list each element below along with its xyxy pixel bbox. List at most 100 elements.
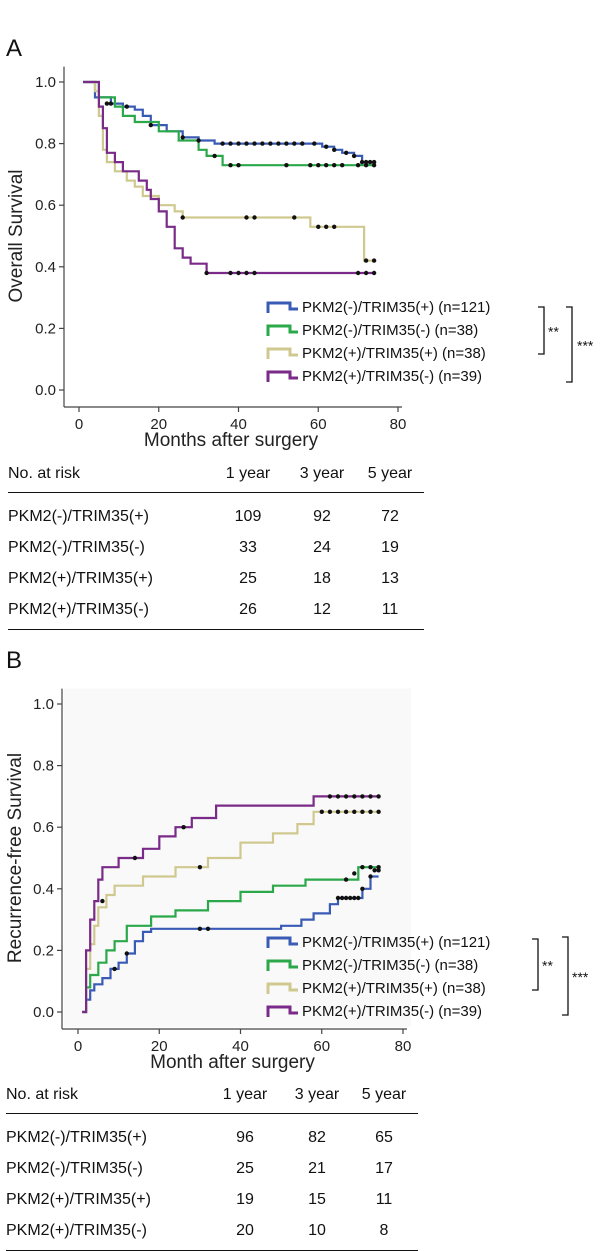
- survival-curve-0: [83, 80, 375, 164]
- censor-mark: [363, 258, 369, 263]
- legend-swatch-1: [266, 324, 298, 336]
- risk-group-label: PKM2(+)/TRIM35(-): [6, 1215, 206, 1251]
- survival-curve-0: [82, 875, 379, 1014]
- y-tick-label: 0.0: [35, 382, 56, 399]
- risk-table-a: No. at risk 1 year 3 year 5 year PKM2(-)…: [8, 456, 424, 630]
- risk-value: 21: [308, 1159, 326, 1177]
- legend-label: PKM2(+)/TRIM35(-) (n=39): [302, 1003, 482, 1020]
- censor-mark: [343, 809, 349, 814]
- risk-header-5y: 5 year: [356, 456, 424, 493]
- censor-mark: [335, 794, 341, 799]
- legend-label: PKM2(-)/TRIM35(+) (n=121): [302, 934, 490, 951]
- risk-group-label: PKM2(-)/TRIM35(-): [6, 1159, 143, 1177]
- censor-mark: [335, 895, 341, 901]
- censor-mark: [316, 224, 321, 229]
- censor-mark: [212, 153, 217, 159]
- survival-curve-1: [82, 866, 379, 1014]
- censor-mark: [284, 163, 289, 168]
- risk-value: 17: [375, 1159, 393, 1177]
- risk-value: 25: [236, 1159, 254, 1177]
- censor-mark: [376, 868, 381, 873]
- censor-mark: [352, 895, 357, 901]
- censor-mark: [104, 101, 110, 106]
- risk-value: 109: [234, 507, 262, 525]
- legend-swatch-2: [266, 347, 298, 359]
- risk-header-1y: 1 year: [208, 456, 288, 493]
- censor-mark: [372, 868, 377, 873]
- x-axis-label: Months after surgery: [144, 430, 319, 451]
- risk-value: 10: [284, 1215, 350, 1251]
- table-row: PKM2(+)/TRIM35(+) 25 18 13: [8, 563, 424, 594]
- y-tick-label: 0.4: [35, 259, 56, 276]
- censor-mark: [236, 163, 241, 168]
- censor-mark: [352, 871, 357, 876]
- censor-mark: [376, 865, 381, 870]
- legend-swatch-0: [266, 301, 298, 313]
- censor-mark: [205, 926, 211, 931]
- risk-group-label: PKM2(+)/TRIM35(-): [8, 594, 208, 630]
- censor-mark: [260, 141, 265, 146]
- censor-mark: [181, 825, 186, 830]
- legend-swatch-3: [266, 370, 298, 382]
- risk-group-label: PKM2(-)/TRIM35(+): [6, 1128, 147, 1146]
- y-tick-label: 0.8: [33, 758, 54, 775]
- table-row: PKM2(+)/TRIM35(-) 26 12 11: [8, 594, 424, 630]
- risk-header-5y: 5 year: [350, 1077, 418, 1114]
- y-axis-label: Overall Survival: [6, 169, 27, 302]
- censor-mark: [376, 794, 381, 799]
- censor-mark: [324, 224, 329, 229]
- censor-mark: [363, 163, 369, 168]
- significance-bracket: [538, 306, 545, 355]
- censor-mark: [196, 138, 201, 143]
- x-axis-label: Month after surgery: [150, 1052, 315, 1073]
- censor-mark: [284, 141, 289, 146]
- censor-mark: [324, 163, 329, 168]
- censor-mark: [355, 270, 361, 276]
- censor-mark: [343, 877, 349, 882]
- censor-mark: [352, 809, 357, 814]
- censor-mark: [124, 951, 129, 956]
- censor-mark: [355, 163, 361, 168]
- censor-mark: [332, 163, 337, 168]
- legend-label: PKM2(-)/TRIM35(-) (n=38): [302, 322, 478, 339]
- censor-mark: [335, 809, 341, 814]
- censor-mark: [332, 147, 337, 152]
- censor-mark: [327, 794, 333, 799]
- significance-bracket: [562, 936, 569, 1016]
- censor-mark: [244, 215, 249, 220]
- risk-value: 96: [236, 1128, 254, 1146]
- risk-header-1y: 1 year: [206, 1077, 284, 1114]
- risk-group-label: PKM2(-)/TRIM35(+): [8, 507, 149, 525]
- risk-header-3y: 3 year: [288, 456, 356, 493]
- risk-header-3y: 3 year: [284, 1077, 350, 1114]
- risk-value: 33: [239, 538, 257, 556]
- legend-label: PKM2(+)/TRIM35(-) (n=39): [302, 368, 482, 385]
- overall-survival-plot: 0.0 0.2 0.4 0.6 0.8 1.0 0 20 40 60 80 Months after …: [6, 66, 594, 451]
- y-tick-label: 0.2: [33, 942, 54, 959]
- censor-mark: [360, 865, 365, 870]
- x-tick-label: 40: [232, 1038, 249, 1055]
- censor-mark: [220, 141, 225, 146]
- censor-mark: [368, 794, 373, 799]
- censor-mark: [108, 101, 114, 106]
- censor-mark: [359, 159, 365, 165]
- censor-mark: [228, 141, 233, 146]
- censor-mark: [371, 270, 377, 276]
- significance-label: ***: [577, 338, 594, 354]
- x-tick-label: 20: [150, 416, 167, 433]
- legend-label: PKM2(-)/TRIM35(+) (n=121): [302, 299, 490, 316]
- censor-mark: [344, 150, 349, 155]
- censor-mark: [236, 141, 241, 146]
- legend-swatch-3: [266, 1005, 298, 1017]
- censor-mark: [180, 215, 185, 220]
- legend-swatch-2: [266, 982, 298, 994]
- censor-mark: [228, 270, 233, 276]
- risk-group-label: PKM2(+)/TRIM35(+): [8, 569, 153, 587]
- censor-mark: [332, 224, 337, 229]
- y-axis-label: Recurrence-free Survival: [5, 753, 26, 963]
- y-tick-label: 1.0: [35, 74, 56, 91]
- censor-mark: [343, 895, 349, 901]
- censor-mark: [100, 898, 105, 904]
- censor-mark: [319, 809, 324, 814]
- survival-curve-2: [82, 810, 379, 1014]
